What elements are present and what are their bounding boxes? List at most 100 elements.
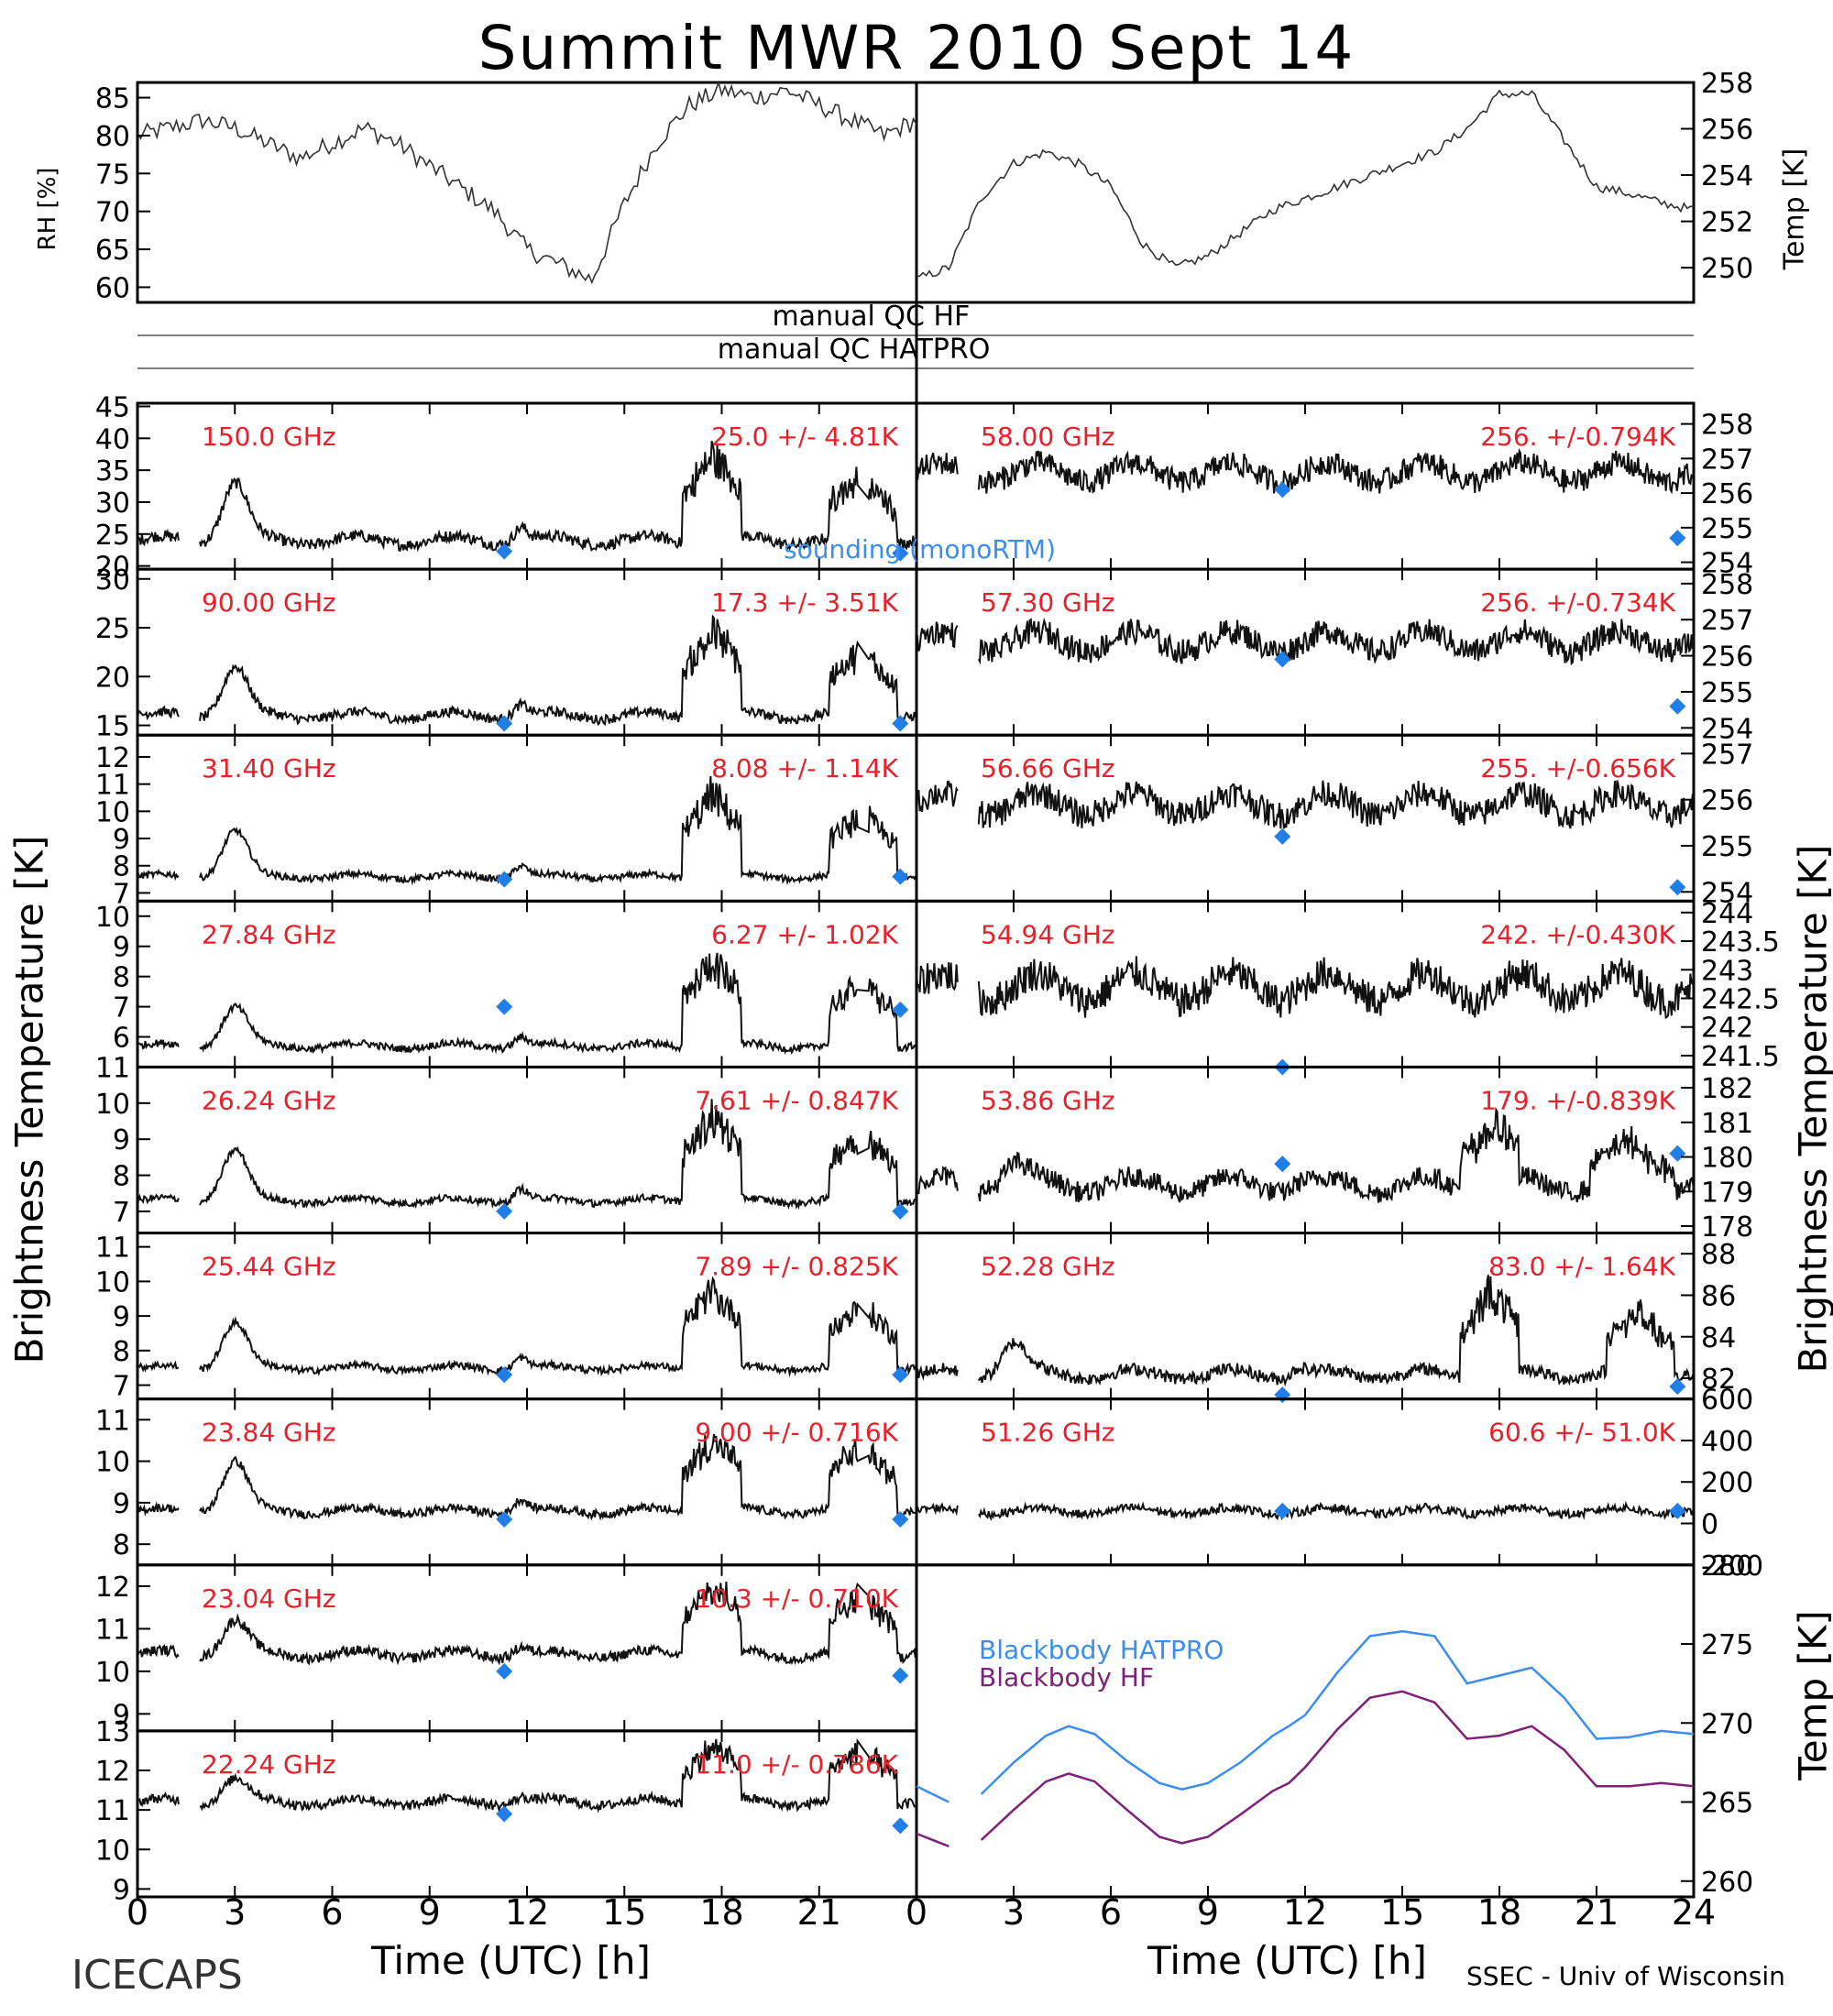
sounding-marker [1669,1502,1686,1519]
sounding-marker [496,1202,513,1220]
bt-y-tick-label: 0 [1701,1509,1718,1541]
channel-label: 53.86 GHz [981,1085,1115,1115]
channel-stat: 8.08 +/- 1.14K [711,753,898,783]
rh-tick-label: 75 [95,159,130,191]
x-tick-label-right: 3 [1003,1892,1025,1933]
bt-series [137,952,917,1056]
channel-stat: 256. +/-0.794K [1480,422,1675,452]
bt-axis-title-right: Brightness Temperature [K] [1790,844,1833,1374]
bt-y-tick-label: 7 [113,1371,130,1403]
x-tick-label-left: 15 [602,1892,646,1933]
bt-y-tick-label: 11 [95,1405,130,1437]
sounding-marker [496,1510,513,1528]
bt-series [916,1275,1695,1387]
sounding-marker [1669,697,1686,715]
channel-stat: 7.89 +/- 0.825K [695,1252,898,1282]
bt-y-tick-label: 256 [1701,641,1753,674]
channel-stat: 6.27 +/- 1.02K [711,919,898,949]
sounding-marker [892,544,909,562]
bb-y-tick-label: 260 [1701,1867,1753,1899]
bt-y-tick-label: 243.5 [1701,926,1780,959]
sounding-marker [892,1001,909,1018]
rh-tick-label: 60 [95,272,130,304]
bb-y-tick-label: 265 [1701,1788,1753,1820]
bt-y-tick-label: 86 [1701,1280,1736,1312]
sounding-marker [496,1662,513,1680]
channel-stat: 256. +/-0.734K [1480,587,1675,618]
channel-stat: 7.61 +/- 0.847K [695,1085,898,1115]
bt-y-tick-label: 10 [95,1657,130,1689]
bt-y-tick-label: 258 [1701,410,1753,442]
x-tick-label-left: 18 [699,1892,743,1933]
bt-y-tick-label: 84 [1701,1322,1736,1354]
sounding-marker [892,715,909,732]
bt-y-tick-label: 7 [113,992,130,1024]
bt-y-tick-label: 257 [1701,605,1753,637]
channel-stat: 25.0 +/- 4.81K [711,422,898,452]
channel-label: 25.44 GHz [202,1252,336,1282]
sounding-marker [496,715,513,732]
bt-y-tick-label: 12 [95,1572,130,1604]
sounding-marker [1669,879,1686,896]
sounding-marker [892,868,909,885]
bb-temp-axis-title: Temp [K] [1790,1610,1833,1780]
bt-y-tick-label: 254 [1701,713,1753,745]
bt-y-tick-label: 181 [1701,1108,1753,1140]
temp-tick-label: 258 [1701,68,1753,100]
blackbody-series [916,1629,1695,1803]
bt-y-tick-label: 11 [95,770,130,802]
channel-stat: 179. +/-0.839K [1480,1085,1675,1115]
met-right-frame [915,81,1696,304]
qc-hf-label: manual QC HF [772,301,971,333]
bb-y-tick-label: 280 [1701,1550,1753,1583]
channel-label: 26.24 GHz [202,1085,336,1115]
sounding-marker [1274,1386,1291,1404]
channel-label: 51.26 GHz [981,1418,1115,1448]
x-tick-label-right: 6 [1100,1892,1122,1933]
rh-tick-label: 85 [95,83,130,115]
bt-series [916,956,1695,1020]
channel-label: 150.0 GHz [202,422,336,452]
temp-series [916,89,1695,278]
x-tick-label-left: 12 [505,1892,549,1933]
bt-y-tick-label: 11 [95,1233,130,1265]
bt-y-tick-label: 256 [1701,785,1753,817]
blackbody-legend: Blackbody HATPRO [979,1635,1224,1665]
bt-y-tick-label: 20 [95,552,130,584]
bt-series [137,1581,917,1666]
sounding-marker [1669,530,1686,547]
bt-y-tick-label: 255 [1701,677,1753,709]
bt-y-tick-label: 8 [113,1529,130,1561]
bt-series [137,775,917,886]
bt-y-tick-label: 7 [113,878,130,910]
temp-tick-label: 252 [1701,207,1753,239]
x-tick-label-right: 24 [1672,1892,1716,1933]
temp-tick-label: 256 [1701,115,1753,147]
sounding-marker [1274,481,1291,499]
bt-y-tick-label: 178 [1701,1211,1753,1244]
x-tick-label-right: 12 [1283,1892,1327,1933]
bt-axis-title-left: Brightness Temperature [K] [6,835,52,1364]
bt-y-tick-label: 200 [1701,1467,1753,1499]
x-axis-title-right: Time (UTC) [h] [1147,1938,1427,1983]
sounding-marker [892,1366,909,1384]
x-tick-label-left: 3 [224,1892,246,1933]
channel-stat: 11.0 +/- 0.786K [695,1749,898,1780]
footer-left: ICECAPS [71,1952,243,1999]
x-axis-title-left: Time (UTC) [h] [371,1938,651,1983]
x-tick-label-left: 0 [126,1892,148,1933]
sounding-marker [496,1366,513,1384]
bt-y-tick-label: 9 [113,1874,130,1906]
bt-y-tick-label: 244 [1701,898,1753,930]
sounding-marker [892,1817,909,1835]
bt-y-tick-label: 242 [1701,1013,1753,1045]
met-left-frame [136,81,918,304]
channel-label: 31.40 GHz [202,753,336,783]
bt-y-tick-label: 15 [95,711,130,743]
bb-y-tick-label: 270 [1701,1708,1753,1740]
bt-y-tick-label: 254 [1701,877,1753,909]
rh-tick-label: 70 [95,197,130,229]
bt-y-tick-label: 8 [113,1161,130,1193]
bt-y-tick-label: 7 [113,1197,130,1229]
